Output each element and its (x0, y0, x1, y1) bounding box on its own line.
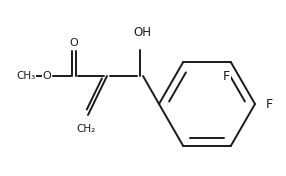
Text: F: F (265, 98, 273, 111)
Text: OH: OH (133, 27, 151, 39)
Text: O: O (43, 71, 51, 81)
Text: O: O (69, 38, 78, 48)
Text: CH₃: CH₃ (16, 71, 35, 81)
Text: CH₂: CH₂ (76, 124, 96, 134)
Text: F: F (223, 70, 230, 83)
